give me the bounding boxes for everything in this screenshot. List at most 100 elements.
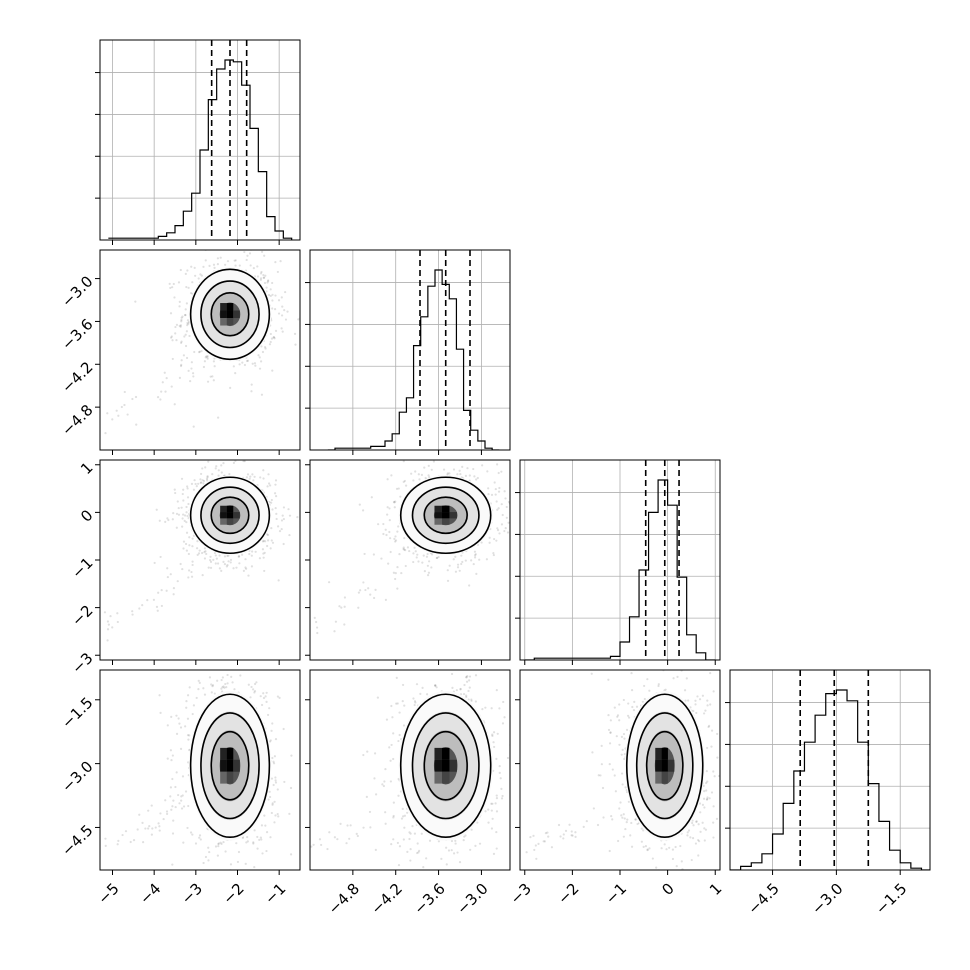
scatter-point bbox=[608, 849, 611, 853]
scatter-point bbox=[262, 539, 265, 543]
scatter-point bbox=[272, 760, 275, 763]
scatter-point bbox=[273, 821, 276, 824]
scatter-point bbox=[210, 683, 213, 686]
scatter-point bbox=[222, 560, 225, 563]
scatter-point bbox=[181, 567, 184, 571]
scatter-point bbox=[192, 488, 196, 491]
scatter-point bbox=[496, 527, 499, 530]
scatter-point bbox=[364, 588, 367, 592]
scatter-point bbox=[481, 708, 484, 711]
scatter-point bbox=[461, 465, 464, 468]
scatter-point bbox=[316, 631, 319, 635]
scatter-point bbox=[462, 884, 464, 886]
scatter-point bbox=[190, 265, 193, 268]
scatter-point bbox=[464, 559, 467, 562]
scatter-point bbox=[205, 552, 208, 556]
scatter-point bbox=[245, 258, 248, 262]
scatter-point bbox=[420, 832, 423, 835]
scatter-point bbox=[365, 795, 368, 798]
scatter-point bbox=[147, 827, 150, 830]
density-core bbox=[220, 505, 240, 525]
scatter-point bbox=[222, 462, 225, 465]
scatter-point bbox=[501, 722, 505, 725]
scatter-point bbox=[186, 694, 190, 697]
scatter-point bbox=[223, 686, 226, 689]
scatter-point bbox=[207, 846, 210, 849]
scatter-point bbox=[275, 512, 278, 515]
scatter-point bbox=[448, 564, 451, 567]
scatter-point bbox=[197, 482, 200, 485]
scatter-point bbox=[398, 553, 401, 556]
scatter-point bbox=[506, 531, 510, 534]
scatter-point bbox=[172, 819, 175, 822]
scatter-point bbox=[367, 587, 370, 590]
scatter-point bbox=[694, 699, 697, 702]
scatter-point bbox=[180, 341, 183, 345]
density-cell bbox=[449, 512, 457, 519]
scatter-point bbox=[293, 332, 297, 335]
scatter-point bbox=[202, 265, 205, 268]
scatter-point bbox=[270, 539, 273, 542]
density-cell bbox=[441, 747, 450, 760]
scatter-point bbox=[199, 838, 202, 841]
scatter-point bbox=[377, 523, 380, 526]
scatter-point bbox=[220, 471, 223, 474]
scatter-point bbox=[196, 540, 199, 543]
scatter-point bbox=[199, 472, 203, 476]
density-core bbox=[220, 303, 240, 326]
scatter-point bbox=[237, 555, 241, 558]
scatter-point bbox=[490, 802, 493, 805]
scatter-point bbox=[320, 843, 323, 847]
scatter-point bbox=[458, 861, 462, 864]
scatter-point bbox=[384, 822, 387, 825]
scatter-point bbox=[274, 781, 278, 784]
scatter-point bbox=[388, 530, 391, 534]
scatter-point bbox=[521, 488, 523, 490]
scatter-point bbox=[415, 683, 419, 686]
scatter-point bbox=[224, 682, 227, 686]
scatter-point bbox=[158, 694, 161, 697]
scatter-point bbox=[275, 495, 278, 498]
scatter-point bbox=[169, 573, 172, 576]
scatter-point bbox=[215, 465, 218, 468]
scatter-point bbox=[629, 834, 632, 837]
scatter-point bbox=[491, 802, 494, 805]
scatter-point bbox=[268, 343, 272, 346]
scatter-point bbox=[181, 492, 184, 496]
scatter-point bbox=[465, 655, 467, 657]
scatter-point bbox=[283, 309, 286, 312]
scatter-point bbox=[288, 514, 292, 517]
scatter-point bbox=[154, 826, 157, 829]
scatter-point bbox=[413, 546, 416, 549]
scatter-point bbox=[235, 842, 238, 845]
density-cell bbox=[220, 771, 227, 784]
contour-1 bbox=[200, 486, 260, 545]
scatter-point bbox=[705, 789, 708, 792]
scatter-point bbox=[169, 786, 173, 789]
scatter-point bbox=[211, 684, 215, 687]
scatter-point bbox=[144, 827, 147, 830]
scatter-point bbox=[472, 467, 475, 471]
scatter-point bbox=[271, 293, 274, 296]
scatter-point bbox=[198, 836, 201, 839]
contour-0 bbox=[210, 496, 250, 535]
scatter-point bbox=[454, 570, 458, 573]
scatter-point bbox=[123, 390, 126, 394]
scatter-point bbox=[428, 647, 430, 649]
scatter-point bbox=[264, 347, 267, 350]
scatter-point bbox=[238, 363, 241, 366]
scatter-point bbox=[245, 841, 248, 844]
scatter-point bbox=[199, 273, 202, 276]
scatter-point bbox=[262, 552, 265, 555]
scatter-point bbox=[184, 790, 188, 793]
scatter-point bbox=[265, 691, 268, 694]
scatter-point bbox=[416, 842, 419, 845]
scatter-point bbox=[524, 741, 526, 743]
scatter-point bbox=[124, 830, 128, 833]
scatter-point bbox=[495, 794, 498, 797]
scatter-point bbox=[430, 553, 434, 556]
scatter-point bbox=[256, 835, 259, 839]
scatter-point bbox=[186, 321, 189, 325]
scatter-point bbox=[511, 754, 513, 756]
scatter-point bbox=[464, 624, 466, 626]
